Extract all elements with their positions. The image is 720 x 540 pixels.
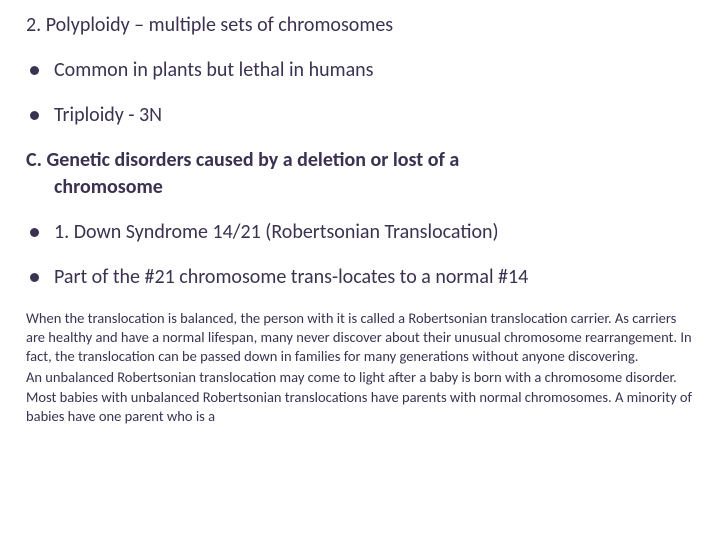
bullet-item: 1. Down Syndrome 14/21 (Robertsonian Tra… [26,219,694,246]
section-c-line1: C. Genetic disorders caused by a deletio… [26,148,459,172]
bullet-item: Common in plants but lethal in humans [26,57,694,84]
bullet-item: Triploidy - 3N [26,102,694,129]
section-c-line2: chromosome [26,174,694,201]
paragraph-2: An unbalanced Robertsonian translocation… [26,368,694,425]
heading-polyploidy: 2. Polyploidy – multiple sets of chromos… [26,12,694,39]
bullet-list-2: 1. Down Syndrome 14/21 (Robertsonian Tra… [26,219,694,291]
bullet-list-1: Common in plants but lethal in humans Tr… [26,57,694,129]
section-c-heading: C. Genetic disorders caused by a deletio… [26,147,694,201]
bullet-item: Part of the #21 chromosome trans-locates… [26,264,694,291]
paragraph-1: When the translocation is balanced, the … [26,309,694,366]
